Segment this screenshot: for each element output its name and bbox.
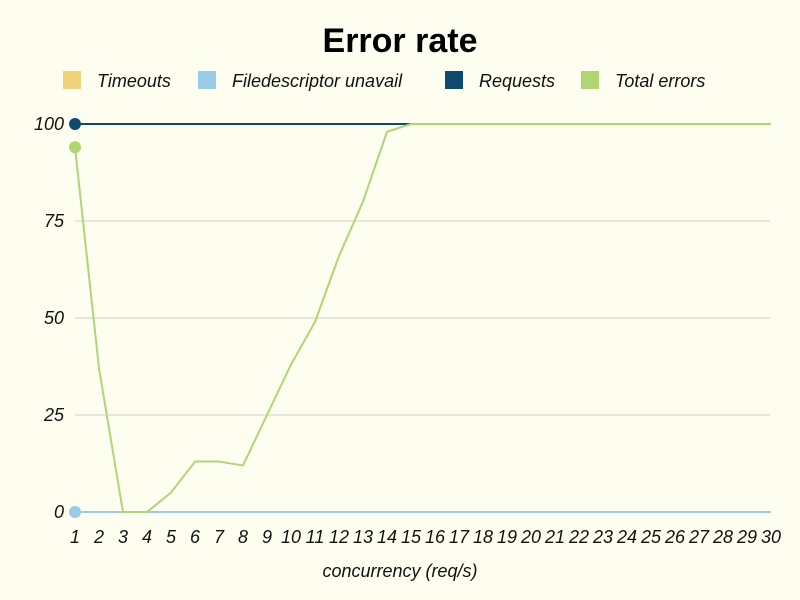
x-tick-label: 24 [616, 527, 637, 547]
x-tick-label: 19 [497, 527, 517, 547]
x-axis-ticks: 1 2 3 4 5 6 7 8 9 10 11 12 13 14 15 16 17 18 19 20 21 22 23 24 2… [70, 527, 781, 547]
x-tick-label: 25 [640, 527, 662, 547]
x-tick-label: 7 [214, 527, 225, 547]
legend-swatch [198, 71, 216, 89]
legend-label: Filedescriptor unavail [232, 71, 403, 91]
x-axis-label: concurrency (req/s) [322, 561, 477, 581]
legend-swatch [581, 71, 599, 89]
x-tick-label: 27 [688, 527, 710, 547]
series-start-point [69, 506, 81, 518]
x-tick-label: 21 [544, 527, 565, 547]
x-tick-label: 16 [425, 527, 446, 547]
x-tick-label: 23 [592, 527, 613, 547]
x-tick-label: 22 [568, 527, 589, 547]
y-tick-label: 100 [34, 114, 64, 134]
x-tick-label: 30 [761, 527, 781, 547]
x-tick-label: 14 [377, 527, 397, 547]
legend: Timeouts Filedescriptor unavail Requests To… [63, 71, 705, 91]
x-tick-label: 10 [281, 527, 301, 547]
x-tick-label: 4 [142, 527, 152, 547]
y-tick-label: 25 [43, 405, 65, 425]
legend-swatch [63, 71, 81, 89]
gridlines [75, 123, 770, 513]
x-tick-label: 28 [712, 527, 733, 547]
legend-label: Timeouts [97, 71, 171, 91]
chart-title: Error rate [323, 22, 478, 60]
x-tick-label: 12 [329, 527, 349, 547]
y-tick-label: 0 [54, 502, 64, 522]
x-tick-label: 17 [449, 527, 470, 547]
series-lines [69, 118, 771, 518]
y-tick-label: 75 [44, 211, 65, 231]
x-tick-label: 9 [262, 527, 272, 547]
x-tick-label: 15 [401, 527, 422, 547]
series-start-point [69, 118, 81, 130]
legend-label: Total errors [615, 71, 705, 91]
x-tick-label: 18 [473, 527, 493, 547]
x-tick-label: 26 [664, 527, 686, 547]
x-tick-label: 3 [118, 527, 128, 547]
series-line-4 [74, 123, 771, 513]
x-tick-label: 29 [736, 527, 757, 547]
x-tick-label: 5 [166, 527, 177, 547]
x-tick-label: 6 [190, 527, 201, 547]
y-axis-ticks: 0 25 50 75 100 [34, 114, 65, 522]
y-tick-label: 50 [44, 308, 64, 328]
legend-swatch [445, 71, 463, 89]
x-tick-label: 8 [238, 527, 248, 547]
legend-label: Requests [479, 71, 555, 91]
x-tick-label: 1 [70, 527, 80, 547]
x-tick-label: 2 [93, 527, 104, 547]
x-tick-label: 13 [353, 527, 373, 547]
x-tick-label: 20 [520, 527, 541, 547]
x-tick-label: 11 [306, 527, 325, 547]
series-start-point [69, 141, 81, 154]
